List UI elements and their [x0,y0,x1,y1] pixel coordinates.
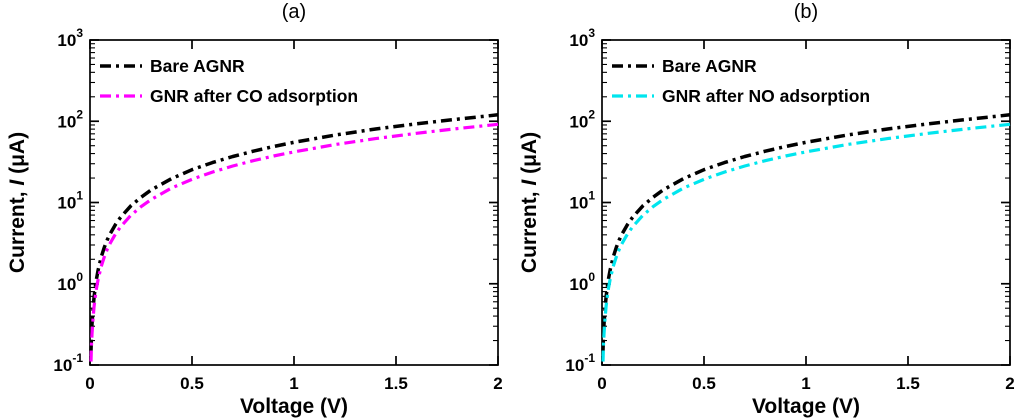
x-tick-label: 1.5 [896,374,920,393]
legend-label-0: Bare AGNR [150,56,245,76]
y-tick-label: 100 [569,270,595,294]
panel-b-chart: 0 0.5 1 1.5 2 10-1 100 101 102 103 Bare AGNR GNR af… [512,0,1024,420]
x-tick-label: 1.5 [384,374,408,393]
panel-b: 0 0.5 1 1.5 2 10-1 100 101 102 103 Bare AGNR GNR af… [512,0,1024,420]
panel-a-chart: 0 0.5 1 1.5 2 10-1 100 101 102 103 Bare AGNR GNR af… [6,1,503,418]
y-tick-label: 101 [569,189,595,213]
panel-a: 0 0.5 1 1.5 2 10-1 100 101 102 103 Bare AGNR GNR af… [6,1,503,418]
y-tick-label: 102 [57,107,83,131]
series-line-1 [89,122,499,362]
panel-title: (b) [794,1,818,23]
x-tick-label: 0.5 [692,374,716,393]
panel-title: (a) [282,1,306,23]
legend-label-0: Bare AGNR [662,56,757,76]
series-line-1 [601,122,1011,362]
y-tick-label: 10-1 [53,351,83,375]
y-axis-label: Current, I (μA) [6,132,29,273]
x-tick-label: 0 [597,374,606,393]
legend-label-1: GNR after NO adsorption [662,86,870,106]
chart-svg: 0 0.5 1 1.5 2 10-1 100 101 102 103 Bare AGNR GNR af… [6,1,503,418]
series-line-0 [601,113,1011,351]
y-tick-label: 102 [569,107,595,131]
x-tick-label: 1 [289,374,298,393]
legend-label-1: GNR after CO adsorption [150,86,358,106]
x-tick-label: 1 [801,374,810,393]
chart-svg: 0 0.5 1 1.5 2 10-1 100 101 102 103 Bare AGNR GNR af… [518,1,1015,418]
x-tick-label: 0 [85,374,94,393]
y-tick-label: 101 [57,189,83,213]
x-axis-label: Voltage (V) [752,395,860,418]
y-axis-label: Current, I (μA) [518,132,541,273]
y-tick-label: 10-1 [565,351,595,375]
y-tick-label: 100 [57,270,83,294]
x-tick-label: 2 [1005,374,1014,393]
x-axis-label: Voltage (V) [240,395,348,418]
x-tick-label: 0.5 [180,374,204,393]
series-line-0 [89,113,499,351]
y-tick-label: 103 [57,26,83,50]
x-tick-label: 2 [493,374,502,393]
y-tick-label: 103 [569,26,595,50]
